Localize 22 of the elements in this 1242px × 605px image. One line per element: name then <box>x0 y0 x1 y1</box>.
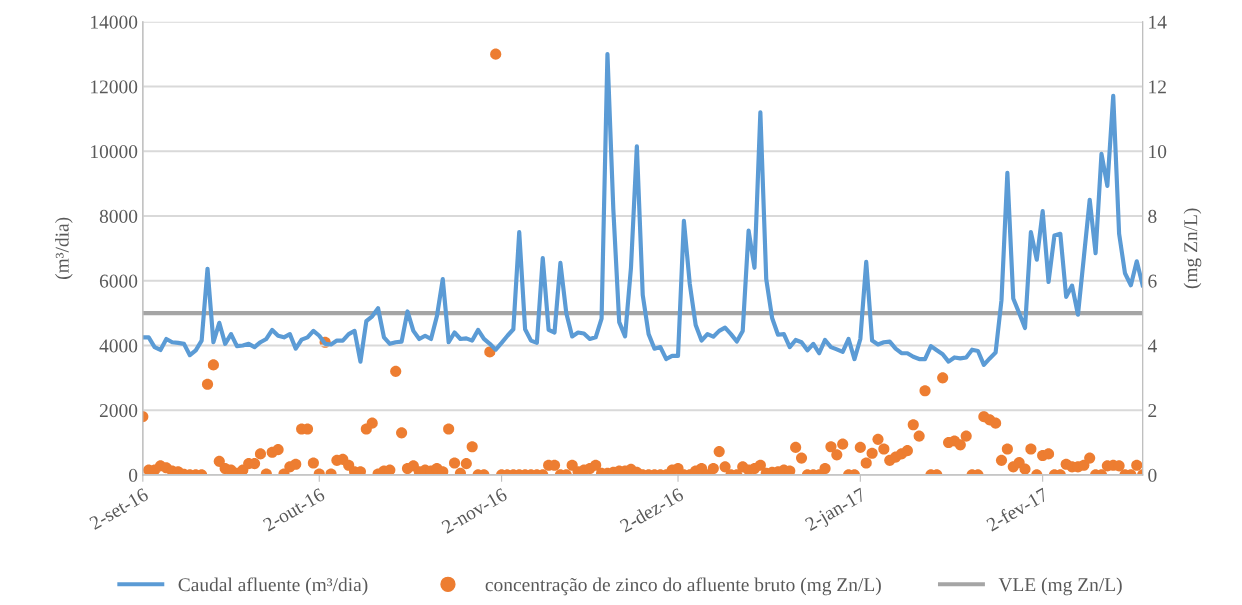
y-tick-label: 0 <box>128 468 138 482</box>
line-series <box>142 52 1143 367</box>
y-tick-label: 12000 <box>91 80 138 94</box>
legend-label: VLE (mg Zn/L) <box>998 577 1122 596</box>
legend-label: Caudal afluente (m³/dia) <box>178 577 368 596</box>
y2-tick-label: 0 <box>1148 468 1157 482</box>
y-axis-title: (m³/dia) <box>55 217 73 280</box>
legend-label: concentração de zinco do afluente bruto (mg Zn/L) <box>485 577 881 596</box>
y2-tick-label: 10 <box>1149 145 1167 159</box>
y2-tick-label: 4 <box>1147 339 1157 353</box>
y2-tick-label: 6 <box>1148 274 1157 288</box>
y-tick-label: 10000 <box>91 145 138 159</box>
y2-tick-label: 14 <box>1149 15 1167 29</box>
y-tick-label: 14000 <box>91 15 138 29</box>
y-tick-label: 4000 <box>99 339 138 353</box>
y-tick-label: 2000 <box>99 404 138 418</box>
y2-tick-label: 8 <box>1148 209 1157 223</box>
y-tick-label: 8000 <box>99 209 138 223</box>
y-tick-label: 6000 <box>99 274 138 288</box>
y2-tick-label: 2 <box>1148 404 1157 417</box>
y2-axis-title: (mg Zn/L) <box>1183 208 1202 289</box>
y2-tick-label: 12 <box>1149 80 1166 94</box>
